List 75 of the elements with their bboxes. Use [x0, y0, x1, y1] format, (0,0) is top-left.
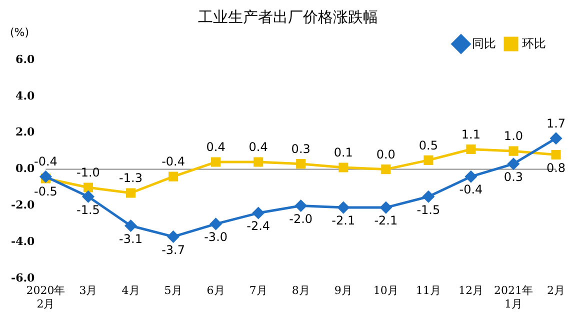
data-label: 0.8 [546, 160, 566, 175]
point [508, 146, 518, 156]
legend-label: 环比 [522, 36, 546, 50]
data-label: -0.4 [162, 154, 185, 169]
data-label: -1.5 [416, 202, 440, 217]
y-tick-label: 2.0 [16, 126, 36, 139]
y-tick-label: 6.0 [16, 52, 36, 66]
point [424, 155, 434, 165]
x-tick-label: 9月 [334, 284, 352, 298]
point [466, 144, 476, 154]
point [126, 188, 136, 198]
point [40, 170, 52, 182]
point [168, 172, 178, 182]
y-tick-label: -2.0 [11, 198, 36, 212]
point [168, 230, 180, 242]
x-tick-label: 2月 [547, 284, 565, 298]
point [83, 182, 94, 192]
point [82, 190, 94, 202]
x-tick-label: 2020年 2月 [26, 284, 66, 310]
point [465, 170, 477, 182]
point [550, 132, 562, 144]
data-label: -2.1 [374, 214, 398, 228]
point [296, 159, 306, 169]
data-label: -2.1 [332, 214, 356, 228]
point [252, 207, 264, 219]
data-label: 0.3 [291, 142, 310, 156]
data-label: -0.4 [459, 182, 483, 197]
data-label: -1.5 [76, 202, 100, 217]
data-label: 0.1 [334, 146, 353, 160]
data-label: -3.7 [162, 242, 185, 257]
y-tick-label: -4.0 [11, 235, 36, 248]
point [551, 150, 561, 160]
x-tick-label: 4月 [122, 284, 140, 298]
x-tick-label: 7月 [249, 284, 268, 298]
point [381, 164, 391, 174]
data-label: 1.7 [546, 116, 566, 130]
data-label: -2.0 [289, 212, 313, 226]
x-tick-label: 11月 [416, 284, 441, 298]
data-label: -3.1 [119, 232, 142, 246]
point [338, 162, 348, 172]
data-label: -1.0 [76, 166, 100, 180]
point [380, 202, 392, 214]
y-axis-title: (%) [10, 26, 30, 39]
data-label: -2.4 [246, 219, 270, 234]
data-label: 0.4 [206, 140, 226, 154]
x-tick-label: 6月 [206, 284, 225, 298]
x-tick-label: 3月 [79, 284, 98, 298]
chart-title: 工业生产者出厂价格涨跌幅 [197, 8, 379, 27]
point [508, 158, 520, 170]
y-tick-label: 0.0 [16, 162, 36, 176]
x-tick-label: 10月 [373, 284, 398, 298]
y-tick-label: 4.0 [16, 89, 36, 102]
point [338, 202, 350, 214]
data-label: -3.0 [204, 230, 228, 244]
point [210, 218, 222, 230]
point [211, 157, 221, 167]
data-label: -1.3 [119, 171, 142, 186]
x-tick-label: 5月 [164, 284, 182, 298]
point [254, 157, 264, 167]
legend-label: 同比 [472, 36, 496, 50]
data-label: 0.5 [418, 138, 438, 152]
data-label: 1.1 [461, 127, 480, 142]
x-tick-label: 12月 [458, 284, 484, 298]
point [125, 220, 136, 232]
data-label: 0.3 [504, 170, 524, 184]
data-label: 1.0 [504, 129, 524, 144]
data-label: 0.4 [248, 140, 268, 154]
x-tick-label: 2021年 1月 [494, 284, 533, 310]
data-label: -0.4 [34, 154, 58, 169]
point [295, 200, 307, 212]
point [422, 190, 434, 202]
y-tick-label: -6.0 [11, 271, 36, 284]
data-label: 0.0 [376, 147, 396, 162]
data-label: -0.5 [34, 184, 58, 199]
x-tick-label: 8月 [292, 284, 310, 298]
